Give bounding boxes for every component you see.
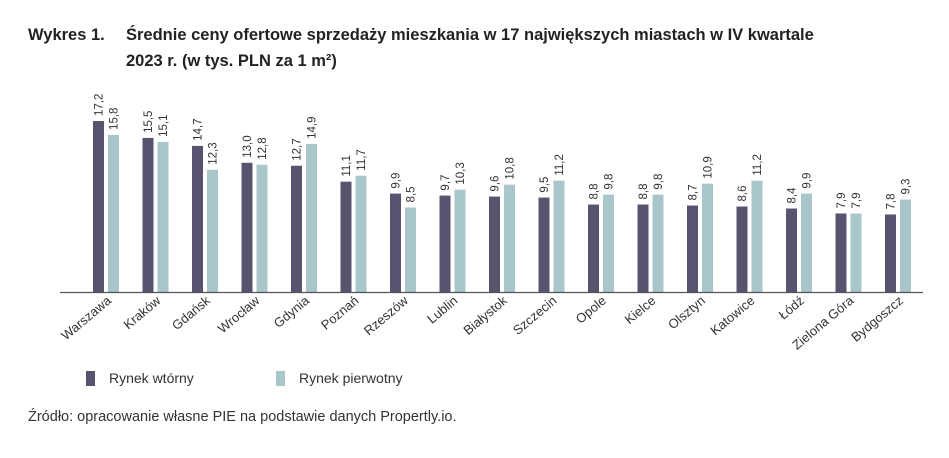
title-line2: 2023 r. (w tys. PLN za 1 m²) (126, 52, 337, 70)
category-label: Bydgoszcz (848, 293, 906, 345)
title-label: Wykres 1. (28, 26, 105, 44)
data-label: 8,8 (589, 184, 601, 200)
legend-item-primary: Rynek pierwotny (276, 370, 403, 386)
data-label: 11,2 (554, 154, 566, 176)
data-label: 7,8 (886, 193, 898, 209)
bar-primary (702, 183, 713, 292)
data-label: 9,8 (604, 174, 616, 190)
category-label: Szczecin (510, 293, 560, 338)
data-label: 12,3 (208, 142, 220, 164)
bar-primary (850, 213, 862, 292)
data-label: 9,9 (802, 173, 814, 189)
bar-secondary (241, 162, 253, 292)
data-label: 15,1 (158, 115, 170, 137)
bar-secondary (687, 205, 698, 292)
legend-label: Rynek wtórny (109, 370, 194, 386)
category-label: Katowice (707, 293, 757, 338)
category-label: Gdańsk (169, 292, 213, 333)
data-label: 8,4 (787, 187, 799, 204)
bar-primary (355, 175, 367, 292)
bar-secondary (340, 181, 352, 292)
bar-secondary (637, 204, 649, 292)
bar-secondary (142, 137, 154, 292)
data-label: 10,9 (703, 156, 715, 178)
category-label: Kielce (622, 293, 659, 327)
bar-secondary (885, 214, 896, 292)
category-label: Rzeszów (361, 292, 412, 338)
data-label: 8,6 (737, 186, 749, 202)
bar-secondary (291, 165, 302, 292)
data-label: 10,3 (455, 162, 467, 184)
category-label: Wrocław (215, 292, 263, 336)
bar-secondary (489, 196, 500, 292)
bar-secondary (588, 204, 599, 292)
category-label: Łódź (776, 293, 807, 323)
bar-primary (157, 141, 169, 292)
bar-primary (652, 194, 664, 292)
bar-secondary (390, 193, 401, 292)
bar-primary (504, 184, 515, 292)
data-label: 8,5 (406, 187, 418, 203)
bar-primary (306, 143, 317, 292)
data-label: 9,5 (539, 177, 551, 193)
category-label: Lublin (424, 293, 460, 327)
category-label: Poznań (318, 293, 361, 333)
bar-primary (751, 180, 763, 292)
data-label: 7,9 (836, 192, 848, 208)
data-label: 14,9 (307, 117, 319, 139)
bar-secondary (192, 145, 203, 292)
data-label: 15,5 (143, 111, 155, 133)
bar-secondary (736, 206, 748, 292)
data-label: 10,8 (505, 157, 517, 179)
data-label: 9,6 (490, 176, 502, 192)
data-label: 9,7 (440, 175, 452, 191)
data-label: 9,3 (901, 179, 913, 195)
data-label: 8,8 (638, 184, 650, 200)
bar-primary (108, 134, 119, 292)
data-label: 12,8 (257, 137, 269, 159)
chart-title: Wykres 1. Średnie ceny ofertowe sprzedaży… (28, 22, 928, 74)
bar-primary (900, 199, 911, 292)
data-label: 7,9 (851, 192, 863, 208)
bar-primary (207, 169, 218, 292)
bar-secondary (93, 121, 104, 292)
data-label: 11,7 (356, 149, 368, 171)
category-label: Białystok (460, 292, 510, 337)
bar-secondary (538, 197, 550, 292)
data-label: 8,7 (688, 185, 700, 201)
bar-primary (801, 193, 812, 292)
bar-primary (454, 189, 466, 292)
data-label: 12,7 (292, 138, 304, 160)
data-label: 14,7 (193, 118, 205, 140)
bar-primary (405, 207, 416, 292)
category-label: Kraków (121, 292, 164, 332)
bar-primary (603, 194, 614, 292)
data-label: 11,1 (341, 155, 353, 177)
category-label: Warszawa (58, 292, 114, 343)
bar-primary (256, 164, 268, 292)
data-label: 9,8 (653, 174, 665, 190)
bar-secondary (786, 208, 797, 292)
data-label: 9,9 (391, 173, 403, 189)
legend-swatch (276, 370, 285, 386)
category-label: Opole (573, 293, 609, 327)
legend-item-secondary: Rynek wtórny (86, 370, 194, 386)
bar-secondary (439, 195, 451, 292)
title-line1: Średnie ceny ofertowe sprzedaży mieszkan… (126, 26, 814, 44)
data-label: 17,2 (94, 94, 106, 116)
legend-label: Rynek pierwotny (299, 370, 403, 386)
bar-secondary (835, 213, 847, 292)
source-note: Źródło: opracowanie własne PIE na podsta… (28, 409, 457, 425)
data-label: 11,2 (752, 154, 764, 176)
legend-swatch (86, 370, 95, 386)
category-label: Gdynia (271, 292, 313, 330)
category-label: Olsztyn (665, 293, 708, 332)
bar-primary (553, 180, 565, 292)
data-label: 15,8 (109, 108, 121, 130)
data-label: 13,0 (242, 135, 254, 157)
